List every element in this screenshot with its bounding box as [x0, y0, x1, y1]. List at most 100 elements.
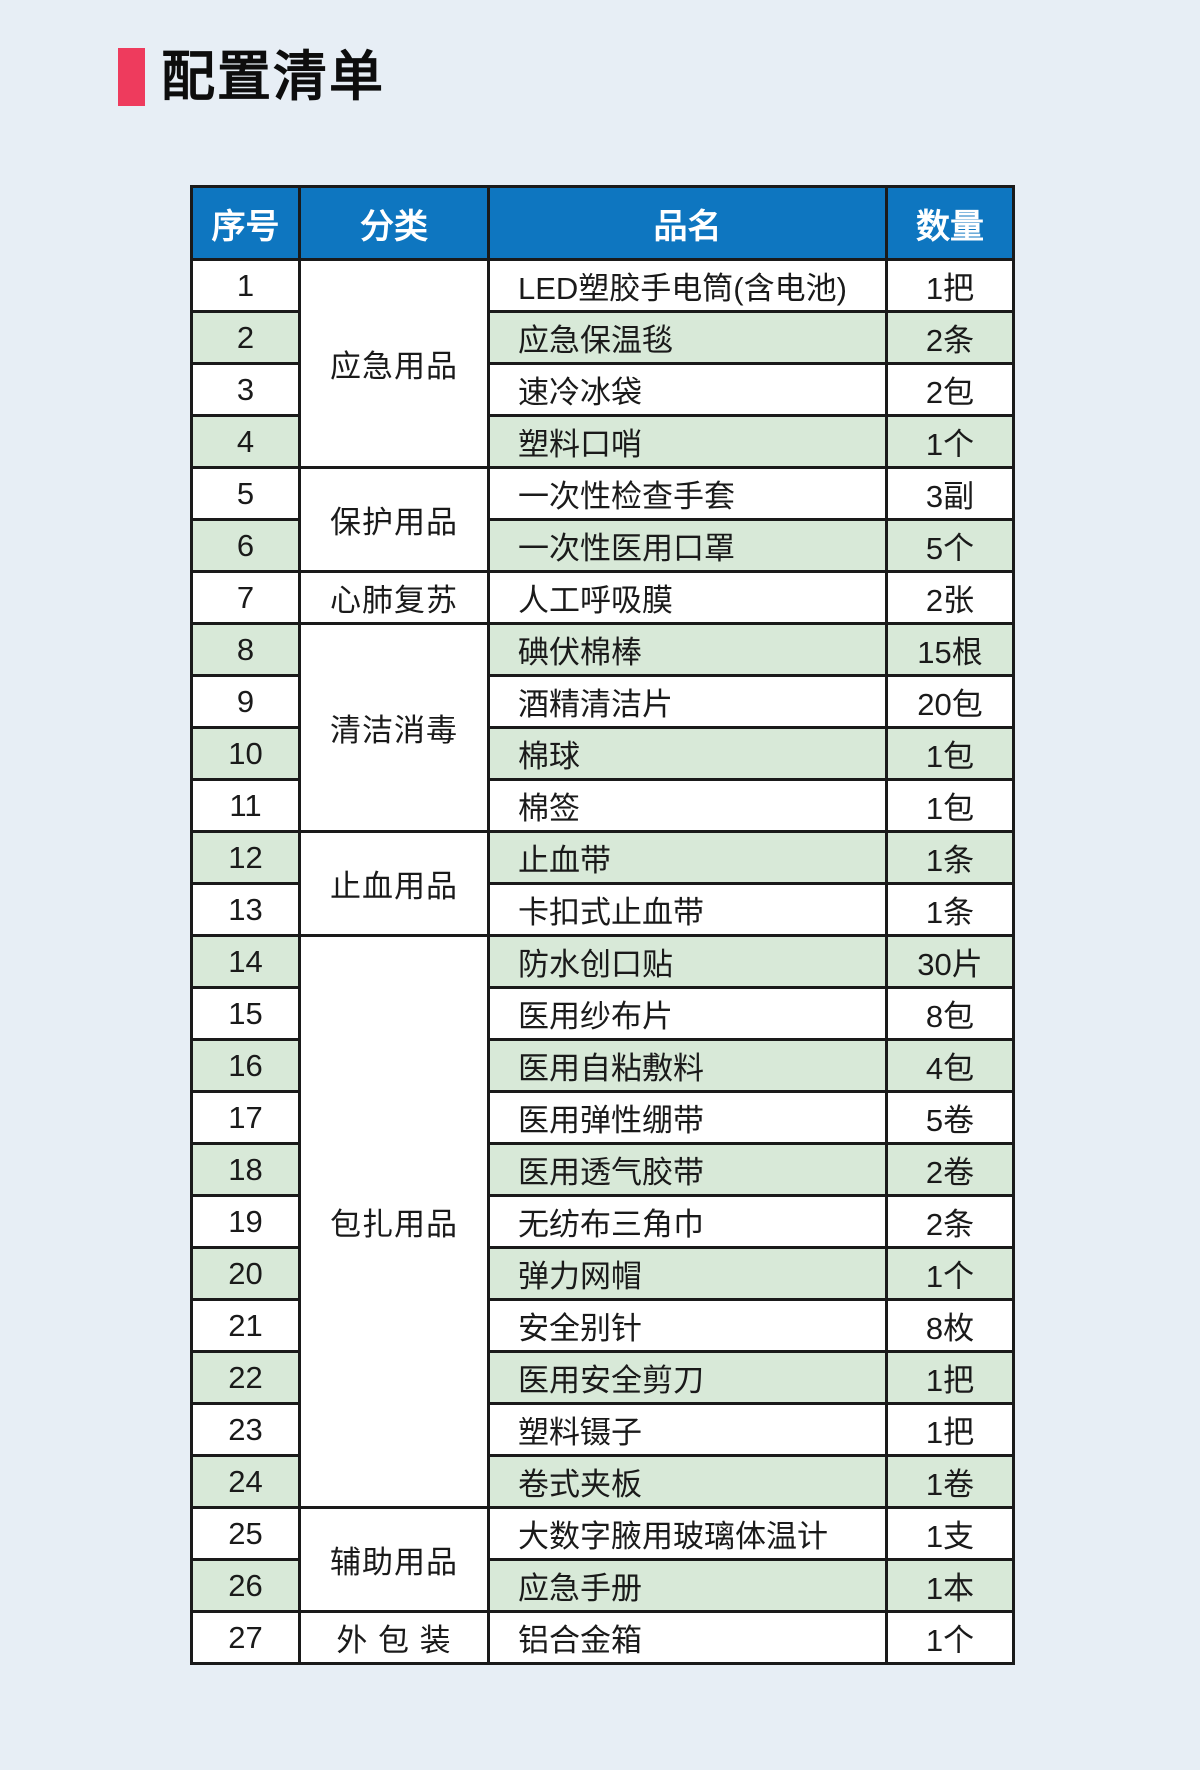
item-name-cell: 弹力网帽	[487, 1246, 888, 1301]
item-name-cell: 棉签	[487, 778, 888, 833]
row-number-cell: 18	[190, 1142, 301, 1197]
table-row: 26 应急手册 1本	[190, 1558, 1015, 1613]
table-row: 20 弹力网帽 1个	[190, 1246, 1015, 1301]
table-row: 21 安全别针 8枚	[190, 1298, 1015, 1353]
table-row: 8 清洁消毒 碘伏棉棒 15根	[190, 622, 1015, 833]
quantity-cell: 1个	[885, 1246, 1015, 1301]
category-cell: 心肺复苏	[298, 570, 490, 625]
quantity-cell: 1支	[885, 1506, 1015, 1561]
item-name-cell: 速冷冰袋	[487, 362, 888, 417]
quantity-cell: 2包	[885, 362, 1015, 417]
row-number-cell: 19	[190, 1194, 301, 1249]
row-number-cell: 5	[190, 466, 301, 521]
item-name-cell: LED塑胶手电筒(含电池)	[487, 258, 888, 313]
quantity-cell: 1条	[885, 882, 1015, 937]
col-header-category: 分类	[298, 185, 490, 261]
item-name-cell: 棉球	[487, 726, 888, 781]
table-row: 10 棉球 1包	[190, 726, 1015, 781]
item-name-cell: 一次性检查手套	[487, 466, 888, 521]
item-name-cell: 应急手册	[487, 1558, 888, 1613]
quantity-cell: 5卷	[885, 1090, 1015, 1145]
quantity-cell: 1条	[885, 830, 1015, 885]
row-number-cell: 10	[190, 726, 301, 781]
item-name-cell: 大数字腋用玻璃体温计	[487, 1506, 888, 1561]
table-row: 7 心肺复苏 人工呼吸膜 2张	[190, 570, 1015, 625]
item-name-cell: 铝合金箱	[487, 1610, 888, 1665]
quantity-cell: 3副	[885, 466, 1015, 521]
table-row: 12 止血用品 止血带 1条	[190, 830, 1015, 937]
col-header-qty: 数量	[885, 185, 1015, 261]
category-cell: 止血用品	[298, 830, 490, 937]
row-number-cell: 13	[190, 882, 301, 937]
quantity-cell: 8包	[885, 986, 1015, 1041]
quantity-cell: 1个	[885, 1610, 1015, 1665]
table-row: 11 棉签 1包	[190, 778, 1015, 833]
row-number-cell: 4	[190, 414, 301, 469]
row-number-cell: 26	[190, 1558, 301, 1613]
table-row: 23 塑料镊子 1把	[190, 1402, 1015, 1457]
page-title-block: 配置清单	[118, 48, 385, 106]
category-cell: 保护用品	[298, 466, 490, 573]
table-row: 13 卡扣式止血带 1条	[190, 882, 1015, 937]
row-number-cell: 24	[190, 1454, 301, 1509]
item-name-cell: 一次性医用口罩	[487, 518, 888, 573]
table-row: 1 应急用品 LED塑胶手电筒(含电池) 1把	[190, 258, 1015, 469]
quantity-cell: 5个	[885, 518, 1015, 573]
table-row: 15 医用纱布片 8包	[190, 986, 1015, 1041]
table-row: 27 外 包 装铝合金箱 1个	[190, 1610, 1015, 1665]
item-name-cell: 医用透气胶带	[487, 1142, 888, 1197]
row-number-cell: 12	[190, 830, 301, 885]
table-header-row: 序号 分类 品名 数量	[190, 185, 1015, 261]
row-number-cell: 3	[190, 362, 301, 417]
quantity-cell: 20包	[885, 674, 1015, 729]
config-list-table: 序号 分类 品名 数量 1 应急用品 LED塑胶手电筒(含电池) 1把 2 应急保温毯 2条…	[190, 185, 1015, 1665]
item-name-cell: 应急保温毯	[487, 310, 888, 365]
row-number-cell: 9	[190, 674, 301, 729]
row-number-cell: 17	[190, 1090, 301, 1145]
category-cell: 包扎用品	[298, 934, 490, 1509]
item-name-cell: 医用安全剪刀	[487, 1350, 888, 1405]
item-name-cell: 安全别针	[487, 1298, 888, 1353]
item-name-cell: 防水创口贴	[487, 934, 888, 989]
row-number-cell: 23	[190, 1402, 301, 1457]
col-header-name: 品名	[487, 185, 888, 261]
item-name-cell: 卡扣式止血带	[487, 882, 888, 937]
quantity-cell: 1卷	[885, 1454, 1015, 1509]
row-number-cell: 2	[190, 310, 301, 365]
quantity-cell: 4包	[885, 1038, 1015, 1093]
quantity-cell: 1把	[885, 258, 1015, 313]
category-cell: 辅助用品	[298, 1506, 490, 1613]
row-number-cell: 16	[190, 1038, 301, 1093]
table-row: 3 速冷冰袋 2包	[190, 362, 1015, 417]
row-number-cell: 6	[190, 518, 301, 573]
page-title: 配置清单	[161, 47, 385, 107]
row-number-cell: 15	[190, 986, 301, 1041]
row-number-cell: 8	[190, 622, 301, 677]
item-name-cell: 酒精清洁片	[487, 674, 888, 729]
table-row: 6 一次性医用口罩 5个	[190, 518, 1015, 573]
row-number-cell: 20	[190, 1246, 301, 1301]
quantity-cell: 2条	[885, 310, 1015, 365]
table-row: 14 包扎用品 防水创口贴 30片	[190, 934, 1015, 1509]
table-row: 18 医用透气胶带 2卷	[190, 1142, 1015, 1197]
quantity-cell: 15根	[885, 622, 1015, 677]
quantity-cell: 1本	[885, 1558, 1015, 1613]
table-row: 4 塑料口哨 1个	[190, 414, 1015, 469]
item-name-cell: 塑料镊子	[487, 1402, 888, 1457]
table-row: 9 酒精清洁片 20包	[190, 674, 1015, 729]
item-name-cell: 止血带	[487, 830, 888, 885]
item-name-cell: 医用弹性绷带	[487, 1090, 888, 1145]
quantity-cell: 1个	[885, 414, 1015, 469]
table-row: 2 应急保温毯 2条	[190, 310, 1015, 365]
table-row: 22 医用安全剪刀 1把	[190, 1350, 1015, 1405]
table-row: 16 医用自粘敷料 4包	[190, 1038, 1015, 1093]
row-number-cell: 7	[190, 570, 301, 625]
item-name-cell: 无纺布三角巾	[487, 1194, 888, 1249]
row-number-cell: 22	[190, 1350, 301, 1405]
title-accent-bar	[118, 48, 145, 106]
item-name-cell: 人工呼吸膜	[487, 570, 888, 625]
row-number-cell: 11	[190, 778, 301, 833]
table-row: 17 医用弹性绷带 5卷	[190, 1090, 1015, 1145]
item-name-cell: 碘伏棉棒	[487, 622, 888, 677]
item-name-cell: 塑料口哨	[487, 414, 888, 469]
